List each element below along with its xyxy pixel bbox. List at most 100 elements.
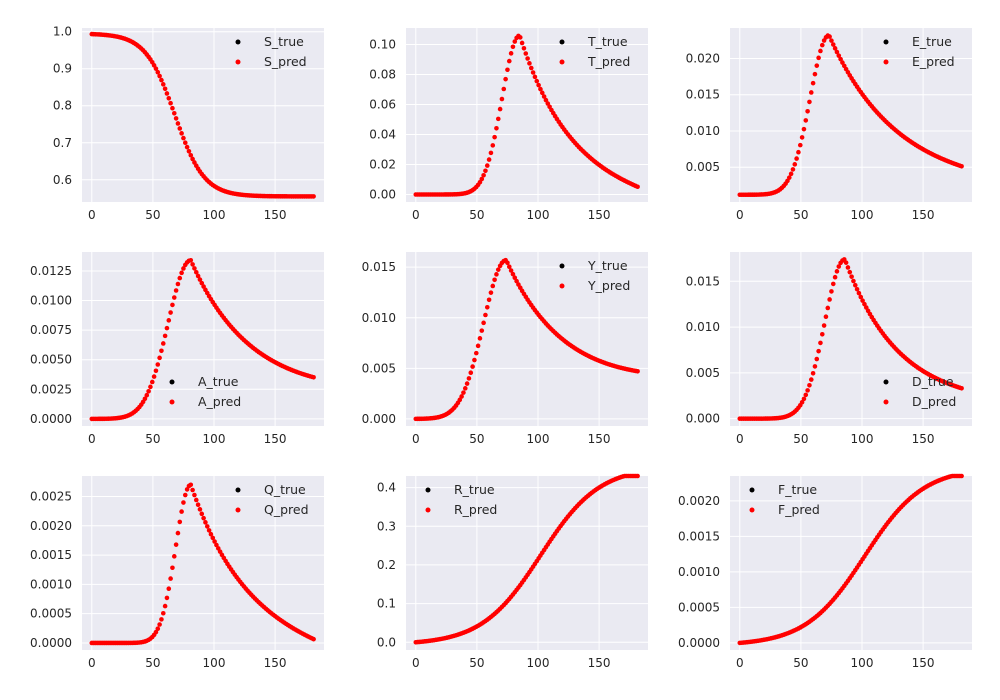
data-point <box>858 294 864 300</box>
y-tick-label: 0.2 <box>377 558 396 572</box>
data-point <box>473 350 479 356</box>
data-point <box>849 274 854 279</box>
data-point <box>311 375 316 380</box>
data-point <box>171 554 177 559</box>
data-point <box>168 310 173 315</box>
y-tick-label: 0.4 <box>377 481 396 495</box>
y-tick-label: 0.02 <box>369 158 396 172</box>
data-point <box>155 69 161 75</box>
series-points <box>413 257 640 422</box>
y-tick-label: 0.08 <box>369 68 396 82</box>
data-point <box>505 67 510 73</box>
data-point <box>810 80 816 86</box>
subplot-d: 0 50 100 150 0.000 0.005 0.010 0.015 D_true D_pre… <box>686 252 972 446</box>
data-point <box>160 610 166 616</box>
y-tick-label: 0.010 <box>362 311 396 325</box>
x-tick-label: 150 <box>588 208 611 222</box>
data-point <box>464 381 470 386</box>
data-point <box>484 305 490 310</box>
y-tick-label: 1.0 <box>53 25 72 39</box>
data-point <box>157 73 162 79</box>
data-point <box>475 343 481 349</box>
data-point <box>530 70 536 75</box>
data-point <box>812 364 818 369</box>
data-point <box>510 271 516 277</box>
x-tick-label: 100 <box>851 432 874 446</box>
data-point <box>801 126 807 132</box>
legend: Y_true Y_pred <box>559 258 630 293</box>
subplot-f: 0 50 100 150 0.0000 0.0005 0.0010 0.0015 0.0020 F… <box>678 473 972 670</box>
data-point <box>170 565 175 571</box>
data-point <box>173 542 179 547</box>
x-tick-label: 150 <box>588 432 611 446</box>
legend-marker <box>749 507 755 513</box>
data-point <box>494 125 499 131</box>
y-tick-label: 0.0075 <box>30 323 72 337</box>
data-point <box>472 357 477 363</box>
y-tick-label: 0.1 <box>377 597 396 611</box>
y-tick-label: 0.0000 <box>678 636 720 650</box>
series-points <box>737 33 964 198</box>
y-tick-label: 0.0005 <box>678 600 720 614</box>
data-point <box>175 281 181 287</box>
data-point <box>192 492 197 498</box>
data-point <box>825 305 831 311</box>
data-point <box>808 377 814 382</box>
x-tick-label: 50 <box>469 432 484 446</box>
x-tick-label: 50 <box>793 208 808 222</box>
legend-label: R_pred <box>454 502 497 517</box>
data-point <box>311 636 316 642</box>
data-point <box>823 314 829 320</box>
x-tick-label: 100 <box>203 432 226 446</box>
data-point <box>525 56 530 61</box>
data-point <box>168 100 173 106</box>
subplot-e: 0 50 100 150 0.005 0.010 0.015 0.020 E_true E_pre… <box>686 28 972 222</box>
legend-label: D_true <box>912 374 954 389</box>
data-point <box>468 370 474 376</box>
data-point <box>186 148 192 154</box>
data-point <box>799 400 805 405</box>
legend: D_true D_pred <box>883 374 956 409</box>
data-point <box>836 53 842 58</box>
legend-label: D_pred <box>912 394 956 409</box>
y-tick-label: 0.04 <box>369 128 396 142</box>
data-point <box>311 194 316 199</box>
data-point <box>481 320 486 326</box>
data-point <box>838 56 843 62</box>
data-point <box>834 49 840 55</box>
data-point <box>492 277 497 283</box>
y-tick-label: 0.010 <box>686 124 720 138</box>
data-point <box>832 274 838 280</box>
data-point <box>796 149 801 155</box>
data-point <box>204 524 210 529</box>
data-point <box>153 368 159 374</box>
data-point <box>521 46 527 51</box>
data-point <box>790 167 796 172</box>
data-point <box>177 275 183 281</box>
y-tick-label: 0.015 <box>362 260 396 274</box>
data-point <box>159 617 164 622</box>
data-point <box>459 394 464 399</box>
data-point <box>164 91 170 96</box>
y-tick-label: 0.8 <box>53 99 72 113</box>
y-tick-label: 0.0005 <box>30 607 72 621</box>
data-point <box>182 492 188 498</box>
data-point <box>203 520 208 525</box>
x-tick-label: 50 <box>793 656 808 670</box>
series-points <box>89 257 316 422</box>
data-point <box>539 90 545 96</box>
data-point <box>490 283 496 289</box>
data-point <box>484 163 490 168</box>
data-point <box>199 280 205 286</box>
data-point <box>959 385 964 391</box>
legend-label: Y_true <box>587 258 628 273</box>
data-point <box>151 374 157 379</box>
series-points <box>737 257 964 421</box>
data-point <box>164 325 170 331</box>
x-tick-label: 100 <box>203 656 226 670</box>
data-point <box>488 290 494 295</box>
x-tick-label: 0 <box>736 656 744 670</box>
plot-area <box>406 476 648 650</box>
x-tick-label: 100 <box>851 208 874 222</box>
